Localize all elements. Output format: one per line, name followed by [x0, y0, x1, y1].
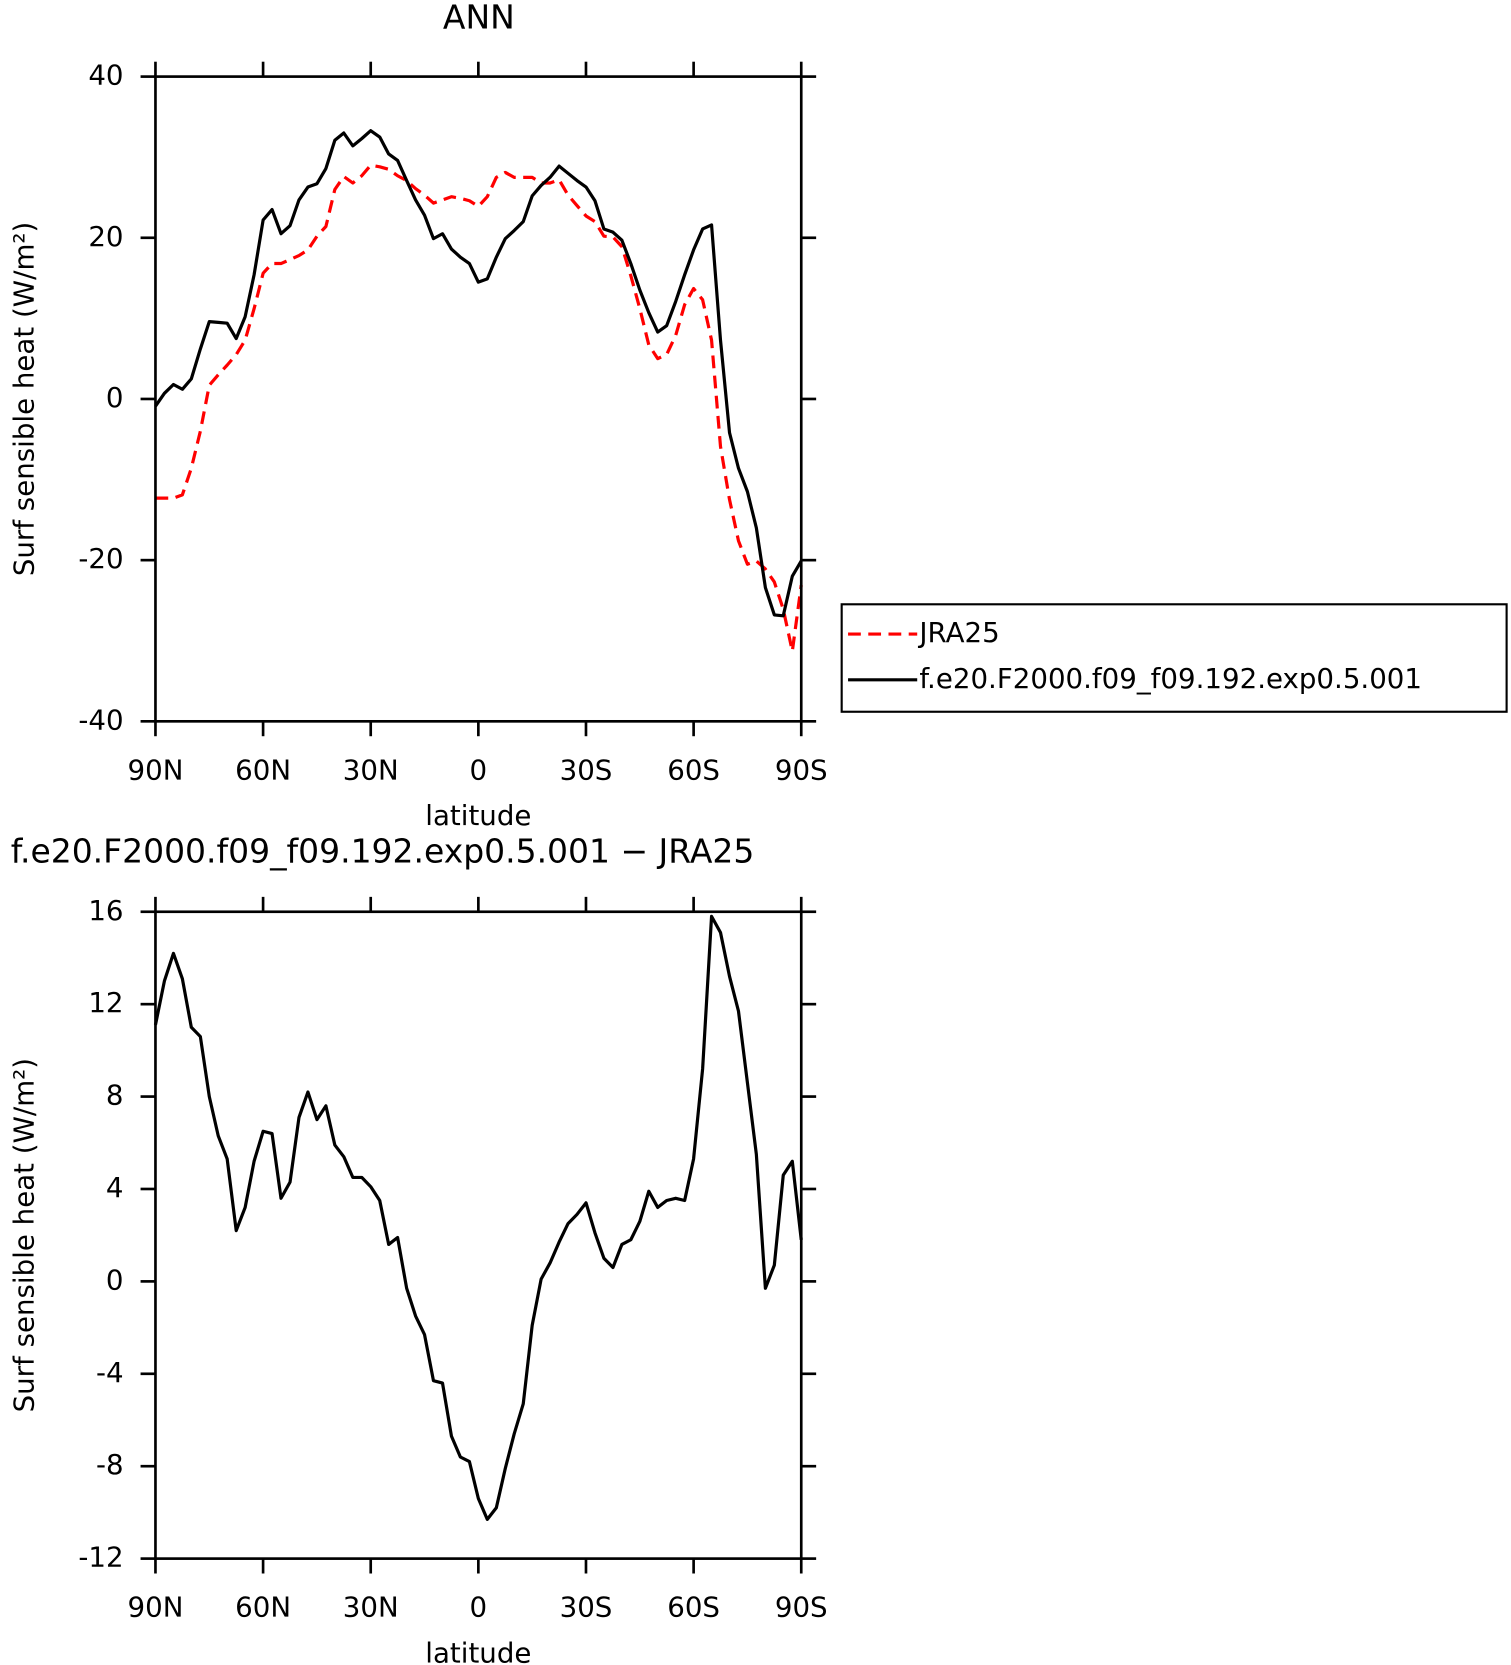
x-tick-label: 30S — [560, 1591, 613, 1624]
x-tick-label: 60N — [235, 753, 291, 786]
x-tick-label: 0 — [470, 1591, 488, 1624]
legend-box — [840, 603, 1508, 713]
plot-frame — [154, 75, 803, 723]
y-tick-label: 40 — [88, 59, 123, 92]
y-axis-label: Surf sensible heat (W/m²) — [8, 1058, 41, 1412]
x-axis-label: latitude — [425, 1636, 531, 1665]
data-line — [153, 914, 803, 1521]
x-tick-label: 90N — [128, 753, 184, 786]
chart-title: f.e20.F2000.f09_f09.192.exp0.5.001 − JRA… — [11, 832, 755, 871]
y-tick-label: 16 — [88, 894, 123, 927]
y-tick-label: 20 — [88, 220, 123, 253]
x-tick-label: 0 — [470, 753, 488, 786]
x-tick-label: 60N — [235, 1591, 291, 1624]
chart-title: ANN — [443, 0, 515, 37]
x-tick-label: 60S — [667, 1591, 720, 1624]
x-tick-label: 30N — [343, 1591, 399, 1624]
y-tick-label: -4 — [96, 1356, 124, 1389]
y-axis-label: Surf sensible heat (W/m²) — [8, 222, 41, 576]
x-tick-label: 60S — [667, 753, 720, 786]
y-tick-label: -12 — [78, 1541, 123, 1574]
x-tick-label: 90S — [775, 753, 828, 786]
x-tick-label: 30N — [343, 753, 399, 786]
data-line — [154, 129, 803, 618]
legend-label: f.e20.F2000.f09_f09.192.exp0.5.001 — [919, 662, 1422, 695]
x-tick-label: 90N — [128, 1591, 184, 1624]
x-tick-label: 90S — [775, 1591, 828, 1624]
y-tick-label: 4 — [106, 1171, 124, 1204]
y-tick-label: 0 — [106, 381, 124, 414]
data-line — [155, 163, 803, 653]
y-tick-label: -20 — [78, 542, 123, 575]
x-axis-label: latitude — [425, 799, 531, 832]
plot-frame — [154, 910, 803, 1560]
y-tick-label: 8 — [106, 1079, 124, 1112]
y-tick-label: -40 — [78, 703, 123, 736]
y-tick-label: 0 — [106, 1263, 124, 1296]
x-tick-label: 30S — [560, 753, 613, 786]
y-tick-label: -8 — [96, 1448, 124, 1481]
y-tick-label: 12 — [88, 986, 123, 1019]
legend-label: JRA25 — [917, 616, 999, 649]
